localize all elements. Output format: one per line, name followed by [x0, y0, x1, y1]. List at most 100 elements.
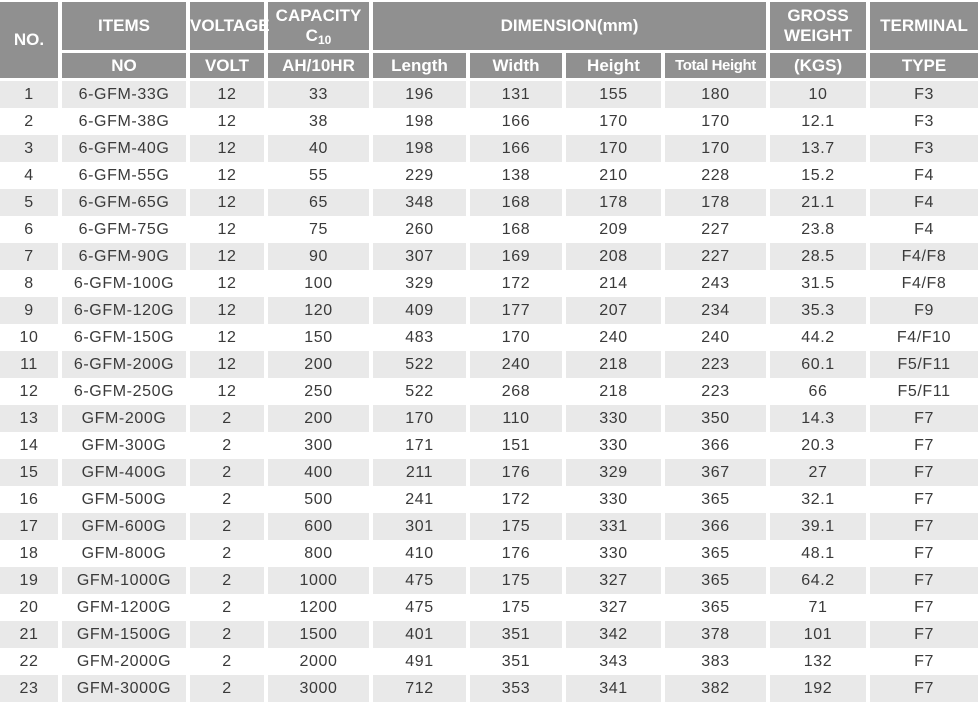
cell-item-no: GFM-500G: [62, 486, 190, 513]
table-row: 8 6-GFM-100G 12 100 329 172 214 243 31.5 F4/F8: [0, 270, 978, 297]
cell-weight: 32.1: [770, 486, 871, 513]
cell-height: 178: [566, 189, 665, 216]
cell-length: 483: [373, 324, 470, 351]
cell-length: 522: [373, 378, 470, 405]
cell-terminal-type: F5/F11: [870, 351, 978, 378]
table-row: 4 6-GFM-55G 12 55 229 138 210 228 15.2 F4: [0, 162, 978, 189]
table-row: 19 GFM-1000G 2 1000 475 175 327 365 64.2 F7: [0, 567, 978, 594]
cell-length: 171: [373, 432, 470, 459]
cell-weight: 44.2: [770, 324, 871, 351]
col-header-items: ITEMS: [62, 2, 190, 53]
cell-height: 240: [566, 324, 665, 351]
cell-volt: 2: [190, 432, 268, 459]
cell-width: 166: [470, 108, 566, 135]
cell-item-no: GFM-800G: [62, 540, 190, 567]
cell-total-height: 365: [665, 486, 771, 513]
cell-capacity: 38: [268, 108, 373, 135]
cell-terminal-type: F4: [870, 162, 978, 189]
cell-width: 351: [470, 648, 566, 675]
cell-terminal-type: F5/F11: [870, 378, 978, 405]
cell-volt: 2: [190, 459, 268, 486]
cell-length: 307: [373, 243, 470, 270]
cell-total-height: 365: [665, 567, 771, 594]
cell-height: 170: [566, 135, 665, 162]
cell-item-no: GFM-1500G: [62, 621, 190, 648]
table-row: 11 6-GFM-200G 12 200 522 240 218 223 60.1 F5/F11: [0, 351, 978, 378]
cell-capacity: 150: [268, 324, 373, 351]
cell-volt: 2: [190, 594, 268, 621]
cell-height: 330: [566, 540, 665, 567]
cell-no: 17: [0, 513, 62, 540]
cell-width: 110: [470, 405, 566, 432]
table-row: 21 GFM-1500G 2 1500 401 351 342 378 101 F7: [0, 621, 978, 648]
cell-capacity: 1200: [268, 594, 373, 621]
cell-terminal-type: F7: [870, 513, 978, 540]
cell-terminal-type: F4/F10: [870, 324, 978, 351]
cell-total-height: 367: [665, 459, 771, 486]
cell-height: 330: [566, 432, 665, 459]
cell-item-no: GFM-3000G: [62, 675, 190, 702]
cell-item-no: 6-GFM-55G: [62, 162, 190, 189]
cell-volt: 2: [190, 648, 268, 675]
cell-no: 22: [0, 648, 62, 675]
col-header-dimension: DIMENSION(mm): [373, 2, 771, 53]
cell-weight: 12.1: [770, 108, 871, 135]
cell-height: 329: [566, 459, 665, 486]
cell-weight: 23.8: [770, 216, 871, 243]
cell-width: 177: [470, 297, 566, 324]
cell-terminal-type: F7: [870, 432, 978, 459]
cell-no: 19: [0, 567, 62, 594]
cell-height: 330: [566, 486, 665, 513]
cell-terminal-type: F3: [870, 135, 978, 162]
cell-item-no: 6-GFM-40G: [62, 135, 190, 162]
table-row: 15 GFM-400G 2 400 211 176 329 367 27 F7: [0, 459, 978, 486]
cell-capacity: 1500: [268, 621, 373, 648]
cell-capacity: 400: [268, 459, 373, 486]
cell-weight: 21.1: [770, 189, 871, 216]
cell-terminal-type: F7: [870, 459, 978, 486]
table-row: 18 GFM-800G 2 800 410 176 330 365 48.1 F7: [0, 540, 978, 567]
cell-length: 491: [373, 648, 470, 675]
subheader-ah10hr: AH/10HR: [268, 53, 373, 81]
cell-no: 16: [0, 486, 62, 513]
cell-weight: 35.3: [770, 297, 871, 324]
col-header-terminal: TERMINAL: [870, 2, 978, 53]
cell-width: 176: [470, 459, 566, 486]
cell-terminal-type: F9: [870, 297, 978, 324]
cell-item-no: 6-GFM-38G: [62, 108, 190, 135]
cell-volt: 12: [190, 378, 268, 405]
cell-terminal-type: F4: [870, 216, 978, 243]
cell-volt: 12: [190, 270, 268, 297]
cell-terminal-type: F4/F8: [870, 270, 978, 297]
col-header-voltage: VOLTAGE: [190, 2, 270, 53]
table-row: 6 6-GFM-75G 12 75 260 168 209 227 23.8 F4: [0, 216, 978, 243]
cell-volt: 2: [190, 675, 268, 702]
cell-width: 353: [470, 675, 566, 702]
table-row: 20 GFM-1200G 2 1200 475 175 327 365 71 F7: [0, 594, 978, 621]
cell-total-height: 234: [665, 297, 771, 324]
cell-weight: 60.1: [770, 351, 871, 378]
table-body: 1 6-GFM-33G 12 33 196 131 155 180 10 F3 2 6-GFM-38G…: [0, 81, 978, 702]
cell-terminal-type: F7: [870, 621, 978, 648]
cell-length: 475: [373, 594, 470, 621]
subheader-height: Height: [566, 53, 665, 81]
cell-height: 341: [566, 675, 665, 702]
cell-volt: 2: [190, 405, 268, 432]
cell-terminal-type: F4: [870, 189, 978, 216]
subheader-length: Length: [373, 53, 470, 81]
cell-length: 241: [373, 486, 470, 513]
cell-terminal-type: F3: [870, 81, 978, 108]
cell-item-no: 6-GFM-33G: [62, 81, 190, 108]
cell-terminal-type: F7: [870, 405, 978, 432]
cell-weight: 10: [770, 81, 871, 108]
cell-weight: 20.3: [770, 432, 871, 459]
cell-volt: 2: [190, 486, 268, 513]
cell-length: 410: [373, 540, 470, 567]
cell-length: 348: [373, 189, 470, 216]
subheader-width: Width: [470, 53, 566, 81]
cell-item-no: 6-GFM-150G: [62, 324, 190, 351]
table-row: 7 6-GFM-90G 12 90 307 169 208 227 28.5 F4/F8: [0, 243, 978, 270]
cell-no: 4: [0, 162, 62, 189]
cell-width: 268: [470, 378, 566, 405]
cell-capacity: 200: [268, 351, 373, 378]
